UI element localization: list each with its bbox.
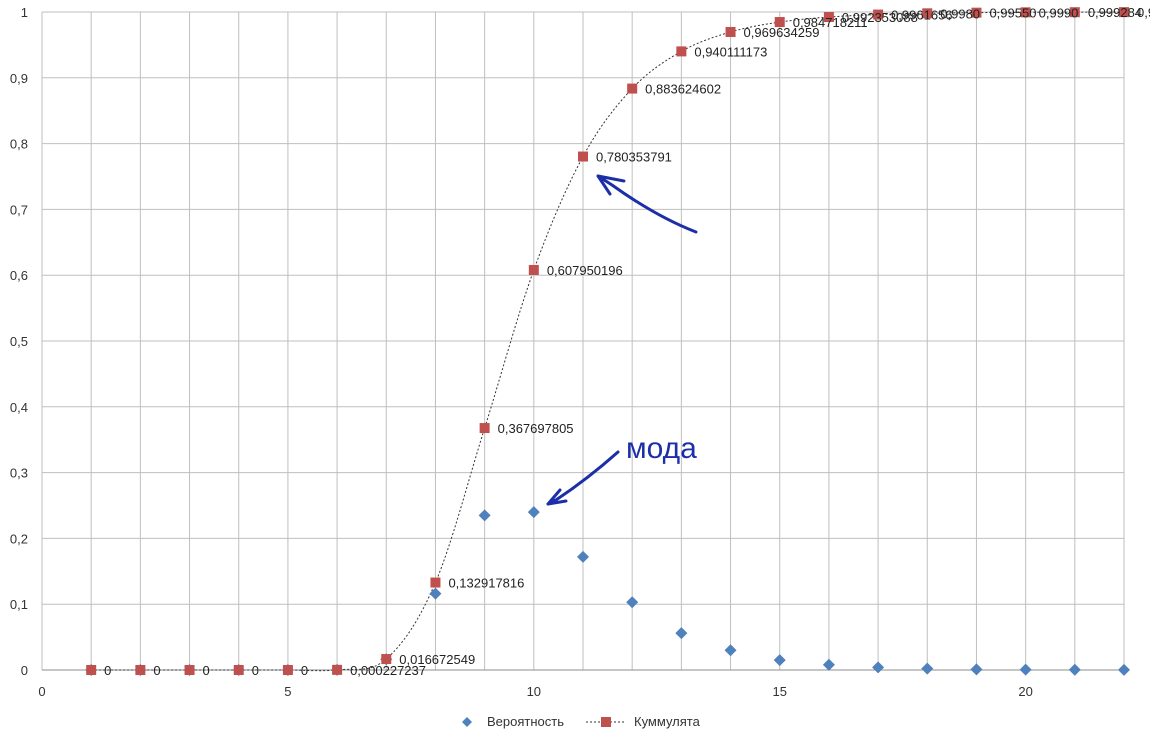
arrow-mode [546,450,620,506]
arrow-cumulative [596,174,698,234]
cumulative-series-line [91,11,1125,672]
cumulative-point [873,9,884,20]
cumulative-point [1020,7,1031,18]
legend-item-probability: Вероятность [455,714,564,729]
grid [41,11,1125,671]
cumulative-point [676,46,687,57]
cumulative-data-label: 0,984718211 [793,15,868,30]
probability-point [478,509,491,522]
cumulative-data-label: 0,9961656 [891,8,952,23]
cumulative-data-label: 0,99550 [989,6,1036,21]
cumulative-data-label: 0 [252,663,259,678]
cumulative-point [184,665,195,675]
y-tick-label: 1 [21,5,28,20]
cumulative-point [430,577,441,588]
y-tick-label: 0,3 [10,466,28,481]
cumulative-point [1119,7,1129,18]
cumulative-data-label: 0 [203,663,210,678]
cumulative-data-label: 0,016672549 [399,652,475,667]
cumulative-point [381,654,392,665]
cumulative-point [233,665,244,675]
legend-item-cumulative: Куммулята [586,714,700,729]
cumulative-data-label: 0 [104,663,111,678]
cumulative-data-label: 0 [301,663,308,678]
x-tick-label: 5 [284,684,291,699]
cumulative-data-label: 0,940111173 [694,44,767,59]
cumulative-point [528,264,539,275]
square-marker-line-icon [586,716,626,727]
cumulative-point [578,151,588,162]
cumulative-point [86,665,97,675]
probability-point [970,663,983,676]
probability-point [577,550,589,563]
y-tick-label: 0 [21,663,28,678]
cumulative-point [627,83,638,94]
cumulative-point [774,17,785,28]
cumulative-point [332,664,343,675]
probability-point [872,661,885,674]
probability-point [773,654,786,667]
cumulative-data-label: 0,132917816 [448,576,524,591]
probability-point [1068,663,1081,676]
y-tick-label: 0,2 [10,531,28,546]
y-tick-label: 0,9 [10,71,28,86]
marks [85,7,1130,676]
y-tick-label: 0,5 [10,334,28,349]
cumulative-data-label: 0,9990 [1039,5,1079,20]
cumulative-point [971,7,982,18]
cumulative-data-label: 0,969634259 [744,25,820,40]
cumulative-point [479,423,490,434]
legend-label-probability: Вероятность [487,714,564,729]
cumulative-data-label: 0,992353088 [842,10,918,25]
probability-point [1019,663,1032,676]
cumulative-data-label: 0,9980 [940,6,980,21]
probability-point [429,587,442,600]
probability-point [921,662,934,675]
probability-point [724,644,737,657]
probability-point [527,506,540,519]
x-tick-label: 15 [772,684,786,699]
cumulative-data-label: 0,99996858 [1137,5,1150,20]
cumulative-point [922,8,933,19]
cumulative-point [135,665,146,675]
cumulative-point [725,26,736,37]
diamond-marker-icon [462,716,472,727]
cumulative-data-label: 0,999284 [1088,5,1142,20]
y-tick-label: 0,8 [10,137,28,152]
annotations: мода [546,174,698,506]
cumulative-point [823,12,834,23]
annotation-moda: мода [626,432,697,465]
cumulative-point [282,665,293,675]
legend-label-cumulative: Куммулята [634,714,700,729]
y-tick-label: 0,6 [10,268,28,283]
x-tick-label: 0 [38,684,45,699]
cumulative-data-label: 0 [153,663,160,678]
probability-point [675,627,688,640]
legend: Вероятность Куммулята [455,714,722,729]
cumulative-data-label: 0,367697805 [498,421,574,436]
y-tick-label: 0,1 [10,597,28,612]
y-tick-label: 0,7 [10,202,28,217]
probability-point [822,658,835,671]
cumulative-point [1069,7,1080,18]
x-tick-label: 20 [1018,684,1032,699]
y-tick-label: 0,4 [10,400,28,415]
cumulative-data-label: 0,607950196 [547,263,623,278]
x-tick-label: 10 [527,684,541,699]
cumulative-line [91,11,1125,672]
cumulative-data-label: 0,000227237 [350,663,426,678]
probability-point [1118,663,1130,676]
axes: 00,10,20,30,40,50,60,70,80,910 5 10 15 20 [10,5,1124,699]
probability-point [626,596,639,609]
cumulative-data-label: 0,883624602 [645,82,721,97]
cumulative-data-label: 0,780353791 [596,150,672,165]
